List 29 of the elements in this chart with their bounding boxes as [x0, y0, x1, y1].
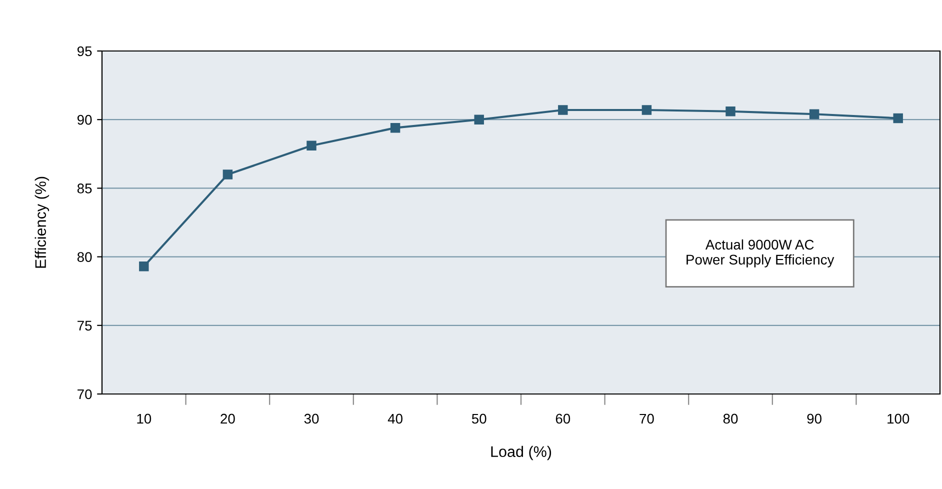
point [474, 114, 484, 124]
y-tick-label: 90 [77, 114, 92, 125]
x-tick-label: 70 [640, 414, 654, 424]
point [558, 105, 568, 115]
point [809, 109, 820, 119]
point [642, 105, 652, 115]
point [306, 140, 316, 151]
point [222, 170, 233, 180]
y-axis-title: Efficiency (%) [34, 176, 50, 268]
x-tick-label: 20 [220, 414, 235, 424]
x-tick-label: 10 [137, 414, 152, 424]
x-tick-label: 80 [723, 414, 738, 424]
y-tick-label: 75 [78, 320, 92, 331]
x-tick-label: 60 [556, 414, 570, 424]
point [390, 122, 400, 133]
x-tick-label: 30 [304, 414, 319, 424]
x-tick-label: 50 [472, 414, 486, 424]
point [893, 113, 903, 124]
point [139, 262, 149, 272]
y-tick-label: 95 [77, 46, 92, 56]
annotation: Actual 9000W AC Power Supply Efficiency [686, 239, 834, 268]
x-tick-label: 100 [888, 414, 910, 424]
x-axis-title: Load (%) [491, 446, 552, 460]
y-tick-label: 70 [78, 389, 92, 400]
point [726, 106, 736, 116]
y-tick-label: 80 [77, 252, 92, 262]
x-tick-label: 90 [807, 414, 822, 424]
y-tick-label: 85 [77, 184, 92, 194]
x-tick-label: 40 [388, 414, 402, 424]
